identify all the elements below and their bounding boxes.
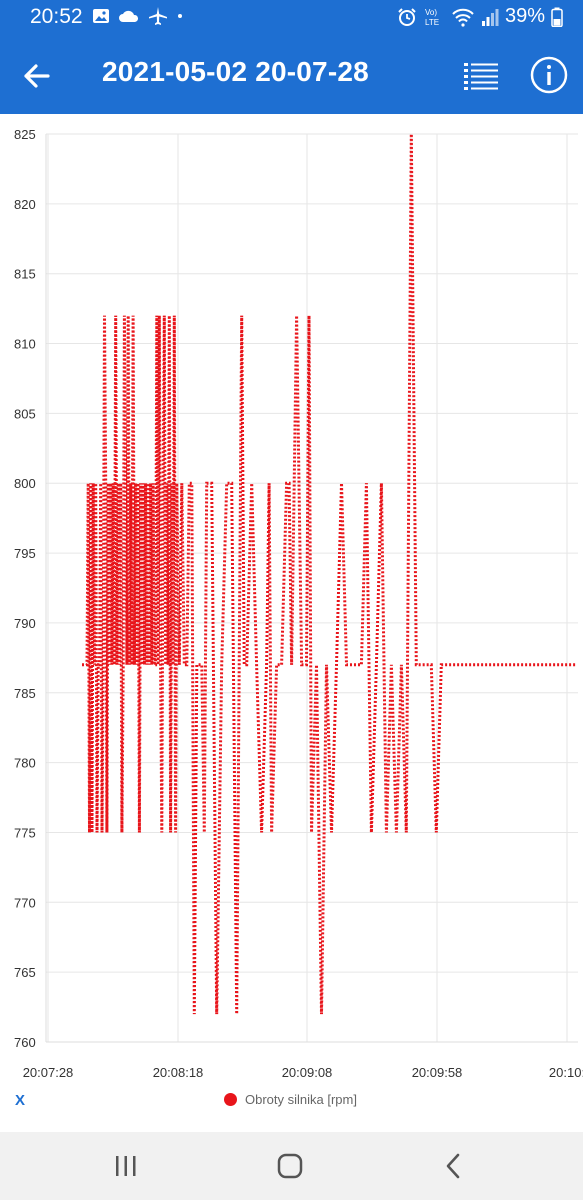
cloud-icon [119,10,139,22]
y-tick-label: 780 [14,756,36,771]
chart-area[interactable]: 825 820 815 810 805 800 795 790 785 780 775 770 765 7… [0,114,583,1132]
x-tick-label: 20:08:18 [153,1065,204,1080]
y-tick-label: 795 [14,546,36,561]
status-icons-right: Vo) LTE 39% [397,5,563,28]
back-arrow-icon[interactable] [18,56,58,96]
airplane-icon [149,7,167,25]
x-tick-label: 20:10: [549,1065,583,1080]
legend-color-dot [224,1093,237,1106]
app-bar: 2021-05-02 20-07-28 [0,36,583,114]
chart-legend[interactable]: Obroty silnika [rpm] [224,1092,357,1107]
y-tick-label: 815 [14,267,36,282]
alarm-icon [398,7,416,26]
y-tick-label: 770 [14,895,36,910]
navigation-bar [0,1132,583,1200]
x-tick-label: 20:09:08 [282,1065,333,1080]
y-tick-label: 760 [14,1035,36,1050]
volte-icon: Vo)LTE [425,8,439,27]
y-tick-label: 800 [14,476,36,491]
status-time: 20:52 [30,5,83,28]
list-view-icon[interactable] [460,56,502,96]
dot-icon [178,14,182,18]
recent-apps-icon[interactable] [106,1150,146,1182]
home-icon[interactable] [270,1150,310,1182]
rpm-line-chart[interactable]: 825 820 815 810 805 800 795 790 785 780 775 770 765 7… [0,114,583,1094]
y-tick-label: 790 [14,616,36,631]
y-tick-label: 765 [14,965,36,980]
wifi-icon [452,8,474,27]
battery-icon [551,7,563,27]
y-tick-label: 825 [14,127,36,142]
legend-label: Obroty silnika [rpm] [245,1092,357,1107]
svg-text:LTE: LTE [425,18,439,27]
page-title: 2021-05-02 20-07-28 [102,56,369,87]
y-tick-label: 810 [14,337,36,352]
battery-percentage: 39% [504,5,545,27]
x-axis-indicator[interactable]: X [15,1092,26,1109]
svg-text:Vo): Vo) [425,8,437,17]
status-icons-left [92,6,184,26]
y-tick-label: 805 [14,406,36,421]
x-tick-label: 20:07:28 [23,1065,74,1080]
back-nav-icon[interactable] [434,1150,474,1182]
y-tick-label: 775 [14,825,36,840]
y-tick-label: 820 [14,197,36,212]
y-tick-label: 785 [14,686,36,701]
image-icon [93,9,109,23]
x-tick-label: 20:09:58 [412,1065,463,1080]
signal-icon [481,8,499,26]
info-icon[interactable] [528,54,570,96]
series-line-obroty-silnika [82,133,576,1015]
status-bar: 20:52 Vo) LTE 39% [0,0,583,36]
